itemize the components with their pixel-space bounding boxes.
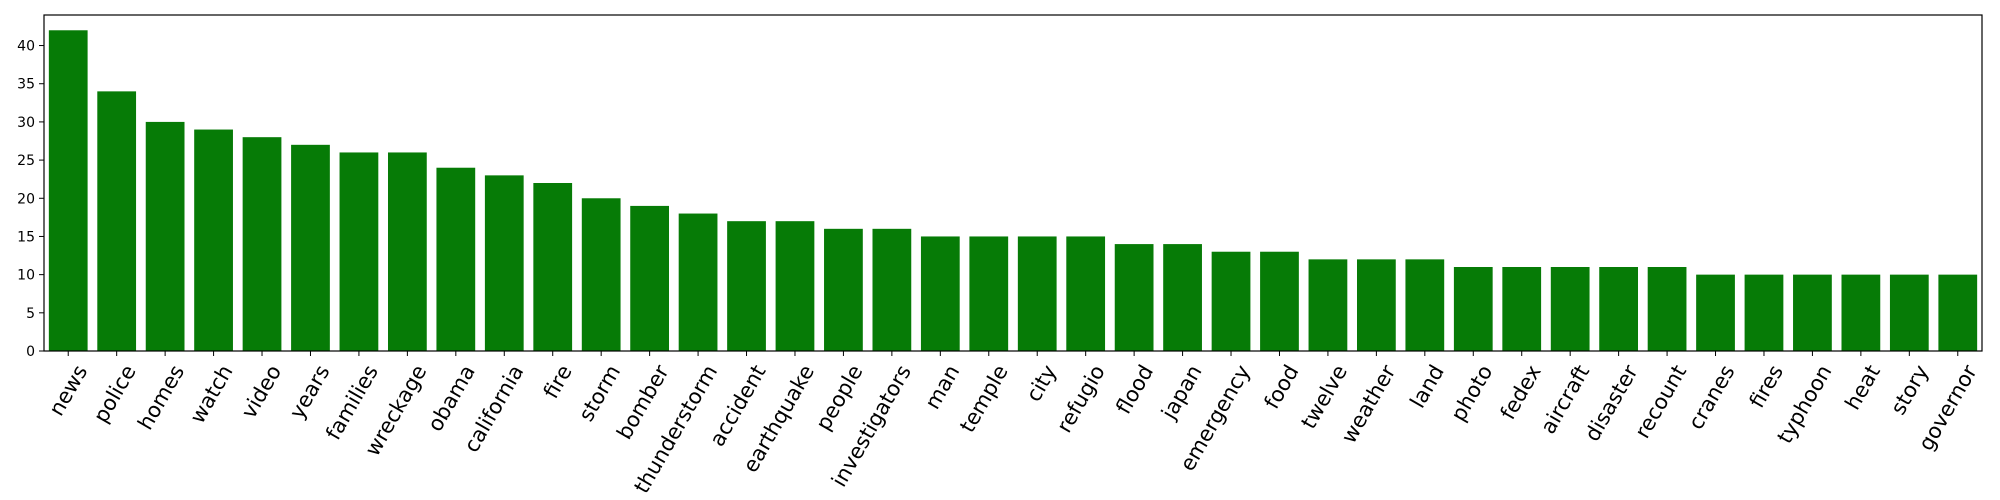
y-tick-label: 35: [17, 77, 35, 93]
bar-twelve: [1308, 259, 1348, 351]
x-tick-label: fire: [539, 361, 577, 403]
bar-wreckage: [387, 152, 427, 351]
bar-heat: [1841, 274, 1881, 351]
bar-cranes: [1696, 274, 1735, 351]
x-tick-label: cranes: [1684, 361, 1740, 434]
bar-homes: [145, 121, 185, 351]
bar-aircraft: [1550, 267, 1590, 351]
bar-man: [920, 236, 960, 351]
bar-flood: [1114, 244, 1154, 351]
bar-fedex: [1502, 267, 1542, 351]
x-tick-label: storm: [574, 361, 625, 426]
bar-story: [1889, 274, 1929, 351]
bar-disaster: [1599, 267, 1639, 351]
x-tick-label: temple: [955, 361, 1013, 437]
bar-video: [242, 137, 282, 351]
y-tick-label: 30: [17, 115, 35, 131]
bar-investigators: [872, 228, 912, 351]
x-tick-label: heat: [1840, 361, 1884, 414]
x-tick-label: man: [920, 361, 964, 413]
bar-food: [1260, 251, 1299, 351]
bars-group: [48, 30, 1978, 351]
bar-people: [824, 228, 863, 351]
bar-photo: [1453, 267, 1493, 351]
x-tick-label: refugio: [1052, 361, 1110, 437]
bar-accident: [727, 221, 766, 351]
bar-police: [97, 91, 137, 351]
bar-bomber: [630, 205, 670, 351]
bar-fire: [533, 183, 573, 351]
bar-refugio: [1066, 236, 1106, 351]
y-tick-label: 40: [17, 39, 35, 55]
bar-thunderstorm: [678, 213, 718, 351]
x-tick-label: photo: [1446, 361, 1497, 425]
bar-governor: [1938, 274, 1978, 351]
bar-land: [1405, 259, 1445, 351]
bar-typhoon: [1793, 274, 1832, 351]
x-axis: newspolicehomeswatchvideoyearsfamilieswr…: [44, 351, 1982, 497]
bar-japan: [1163, 244, 1202, 351]
bar-watch: [194, 129, 233, 351]
bar-years: [291, 144, 330, 351]
x-tick-label: flood: [1111, 361, 1158, 418]
y-tick-label: 25: [17, 153, 35, 169]
bar-city: [1017, 236, 1057, 351]
bar-obama: [436, 167, 476, 351]
bar-news: [48, 30, 88, 351]
bar-california: [484, 175, 524, 351]
x-tick-label: story: [1886, 361, 1933, 419]
plot-frame: [43, 14, 1983, 352]
x-tick-label: city: [1021, 361, 1061, 406]
x-tick-label: years: [285, 361, 335, 423]
x-tick-label: video: [237, 361, 286, 423]
bar-fires: [1744, 274, 1784, 351]
y-tick-label: 10: [17, 268, 35, 284]
x-tick-label: land: [1405, 361, 1448, 412]
bar-temple: [969, 236, 1009, 351]
x-tick-label: fedex: [1496, 361, 1546, 424]
x-tick-label: food: [1260, 361, 1304, 413]
y-tick-label: 15: [17, 229, 35, 245]
x-tick-label: watch: [185, 361, 237, 428]
x-tick-label: police: [89, 361, 141, 427]
y-axis: 0 5 10 15 20 25 30 35 40: [17, 39, 44, 360]
x-tick-label: homes: [133, 361, 189, 434]
bar-storm: [581, 198, 621, 351]
bar-earthquake: [775, 221, 815, 351]
x-tick-label: japan: [1156, 361, 1206, 424]
y-tick-label: 20: [17, 191, 35, 207]
x-tick-label: news: [44, 361, 92, 420]
x-tick-label: fires: [1745, 361, 1788, 412]
bar-weather: [1356, 259, 1396, 351]
y-tick-label: 5: [26, 306, 35, 322]
bar-families: [339, 152, 379, 351]
y-tick-label: 0: [26, 344, 35, 360]
bar-emergency: [1211, 251, 1251, 351]
bar-recount: [1647, 267, 1687, 351]
